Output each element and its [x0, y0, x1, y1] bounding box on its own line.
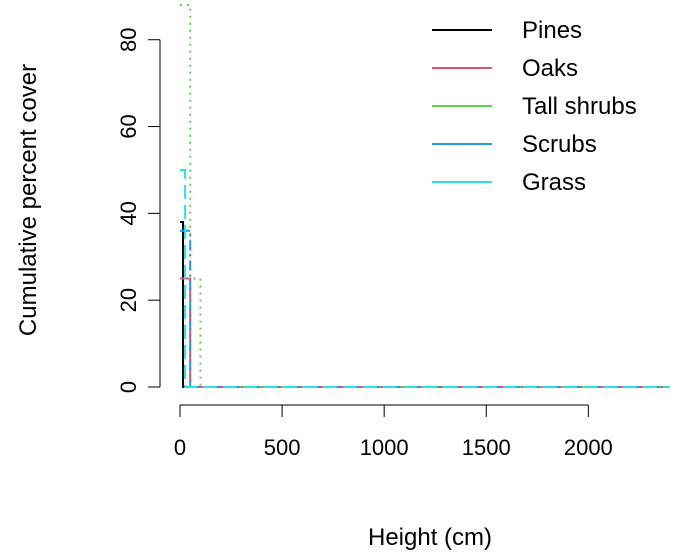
series-layer [180, 4, 670, 388]
y-tick-label: 80 [116, 27, 141, 51]
series-line-grass [180, 168, 670, 388]
y-tick-label: 20 [116, 288, 141, 312]
y-tick-label: 60 [116, 114, 141, 138]
x-tick-label: 500 [264, 435, 301, 460]
legend-label: Pines [522, 17, 582, 44]
y-tick-label: 0 [116, 381, 141, 393]
x-tick-label: 0 [174, 435, 186, 460]
x-tick-label: 1500 [462, 435, 511, 460]
legend-item-scrubs: Scrubs [432, 131, 597, 158]
axes-layer: 0 500 1000 1500 2000 0 20 40 60 80 [116, 27, 613, 460]
legend-item-pines: Pines [432, 17, 582, 44]
legend-label: Oaks [522, 55, 578, 82]
x-tick-label: 1000 [360, 435, 409, 460]
legend-item-grass: Grass [432, 169, 586, 196]
legend-item-oaks: Oaks [432, 55, 578, 82]
series-line-pines [180, 221, 670, 388]
legend: Pines Oaks Tall shrubs Scrubs Grass [432, 17, 637, 196]
legend-label: Scrubs [522, 131, 597, 158]
series-line-scrubs [180, 229, 670, 388]
series-line-tall-shrubs [180, 4, 670, 388]
legend-item-tall-shrubs: Tall shrubs [432, 93, 637, 120]
series-line-oaks [180, 277, 670, 388]
legend-label: Tall shrubs [522, 93, 637, 120]
y-tick-label: 40 [116, 201, 141, 225]
legend-label: Grass [522, 169, 586, 196]
y-axis-label: Cumulative percent cover [15, 64, 42, 336]
x-axis-label: Height (cm) [368, 524, 492, 551]
x-tick-label: 2000 [564, 435, 613, 460]
